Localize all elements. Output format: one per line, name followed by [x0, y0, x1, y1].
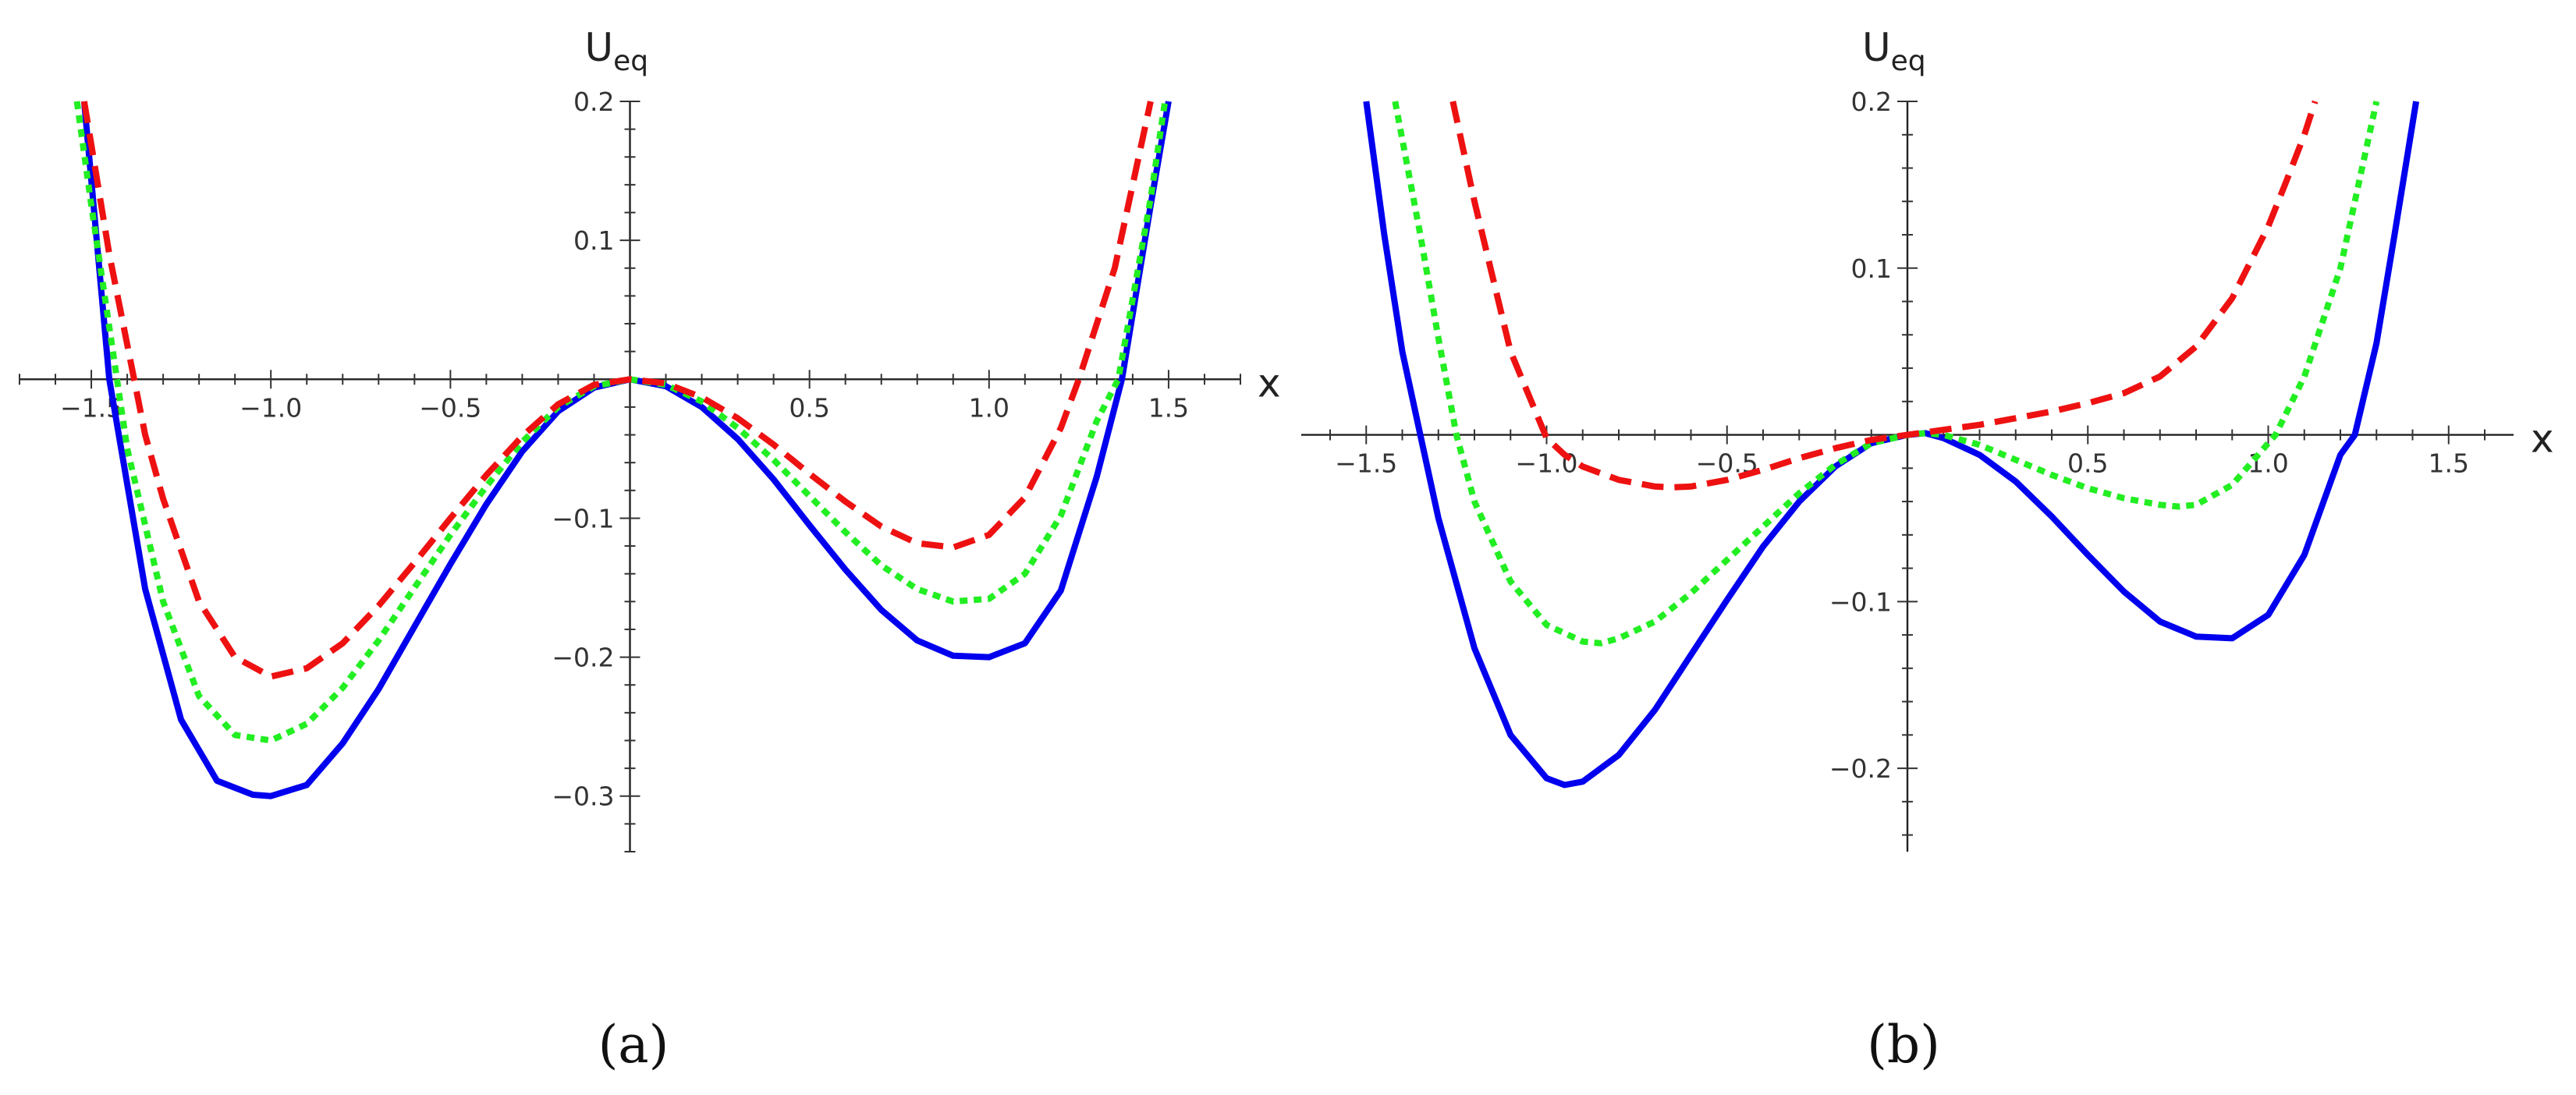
series-line-dashed: [1449, 100, 2319, 491]
panel-a: −1.5 −1.0 −0.5 0.5 1.0 1.50.20.1−0.1−0.2−0.3x…: [19, 25, 1281, 1075]
panel-label: (b): [1867, 1015, 1940, 1075]
y-tick-label: 0.1: [1851, 253, 1892, 284]
panel-label: (a): [598, 1015, 669, 1075]
x-tick-label: −1.5: [1335, 448, 1397, 479]
x-tick-label: −0.5: [419, 392, 481, 423]
series-line-dotted: [1392, 101, 2380, 647]
x-tick-label: −1.0: [240, 392, 302, 423]
y-tick-label: 0.2: [573, 87, 614, 117]
x-axis-label: x: [2531, 416, 2554, 462]
y-axis-label: Ueq: [585, 25, 649, 77]
x-tick-label: 0.5: [2067, 448, 2108, 479]
x-tick-label: 1.0: [969, 392, 1009, 423]
x-tick-label: −1.0: [1515, 448, 1577, 479]
panel-b: −1.5 −1.0 −0.5 0.5 1.0 1.50.20.1−0.1−0.2xUeq(…: [1301, 25, 2554, 1075]
x-tick-label: 1.5: [2429, 448, 2469, 479]
x-tick-label: 1.5: [1148, 392, 1189, 423]
y-axis-label: Ueq: [1862, 25, 1926, 77]
y-tick-label: 0.2: [1851, 87, 1892, 117]
y-tick-label: −0.1: [1829, 586, 1892, 617]
series-line-dashed: [80, 101, 1154, 680]
x-tick-label: 1.0: [2248, 448, 2288, 479]
y-tick-label: −0.2: [1829, 753, 1892, 784]
series-line-solid: [1363, 101, 2420, 788]
y-tick-label: −0.2: [552, 643, 614, 673]
y-tick-label: 0.1: [573, 225, 614, 256]
series-line-solid: [80, 101, 1172, 799]
x-tick-label: 0.5: [789, 392, 829, 423]
y-tick-label: −0.1: [552, 503, 614, 533]
x-axis-label: x: [1258, 360, 1281, 406]
y-tick-label: −0.3: [552, 781, 614, 812]
